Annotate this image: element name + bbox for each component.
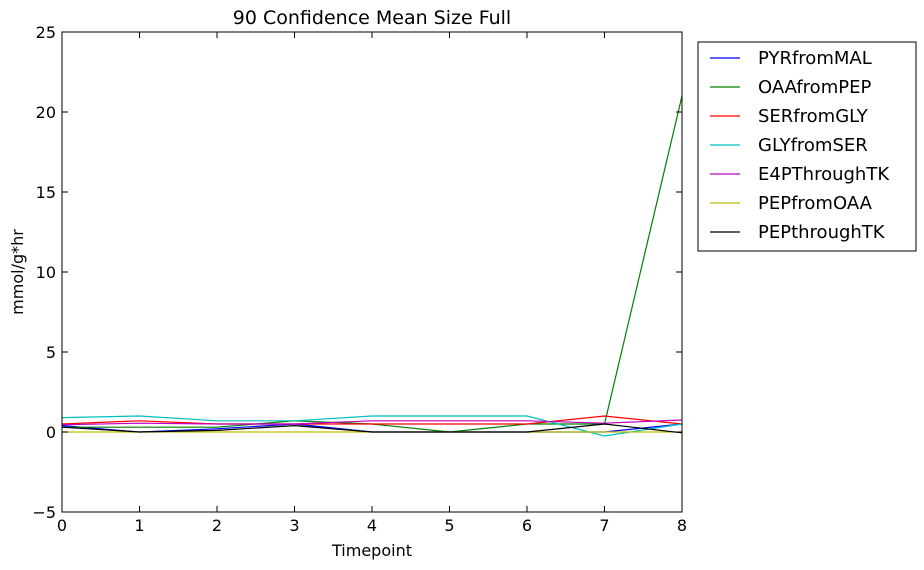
series-line-SERfromGLY [61, 415, 683, 425]
plot-frame [61, 31, 683, 513]
legend-label-SERfromGLY: SERfromGLY [758, 106, 869, 127]
legend-label-OAAfromPEP: OAAfromPEP [758, 77, 871, 98]
x-axis-label: Timepoint [331, 541, 412, 560]
x-tick-label: 5 [444, 516, 454, 535]
y-axis-label: mmol/g*hr [8, 229, 27, 315]
x-tick-label: 6 [522, 516, 532, 535]
x-tick-label: 8 [677, 516, 687, 535]
legend-label-PEPfromOAA: PEPfromOAA [758, 193, 873, 214]
y-tick-label: 15 [36, 183, 56, 202]
y-tick-label: 0 [46, 423, 56, 442]
y-tick-label: −5 [32, 503, 56, 522]
legend-frame [697, 41, 917, 252]
x-tick-label: 4 [367, 516, 377, 535]
x-tick-label: 1 [134, 516, 144, 535]
x-tick-label: 0 [57, 516, 67, 535]
y-tick-label: 25 [36, 23, 56, 42]
series-line-GLYfromSER [61, 415, 683, 437]
y-tick-label: 20 [36, 103, 56, 122]
series-line-PEPthroughTK [61, 423, 683, 434]
legend-label-PEPthroughTK: PEPthroughTK [758, 222, 886, 243]
plot-area [61, 95, 683, 437]
chart-title: 90 Confidence Mean Size Full [233, 7, 511, 29]
x-tick-label: 2 [212, 516, 222, 535]
x-tick-label: 3 [289, 516, 299, 535]
y-tick-label: 5 [46, 343, 56, 362]
x-axis: 0 1 2 3 4 5 6 7 8 [57, 32, 687, 535]
y-tick-label: 10 [36, 263, 56, 282]
series-line-OAAfromPEP [62, 95, 683, 433]
legend-label-E4PThroughTK: E4PThroughTK [758, 164, 890, 185]
legend: PYRfromMAL OAAfromPEP SERfromGLY GLYfromSER… [697, 41, 917, 252]
legend-label-GLYfromSER: GLYfromSER [758, 135, 868, 156]
y-axis: −5 0 5 10 15 20 25 [32, 23, 682, 522]
series-line-E4PThroughTK [61, 419, 683, 426]
x-tick-label: 7 [599, 516, 609, 535]
legend-label-PYRfromMAL: PYRfromMAL [758, 48, 872, 69]
